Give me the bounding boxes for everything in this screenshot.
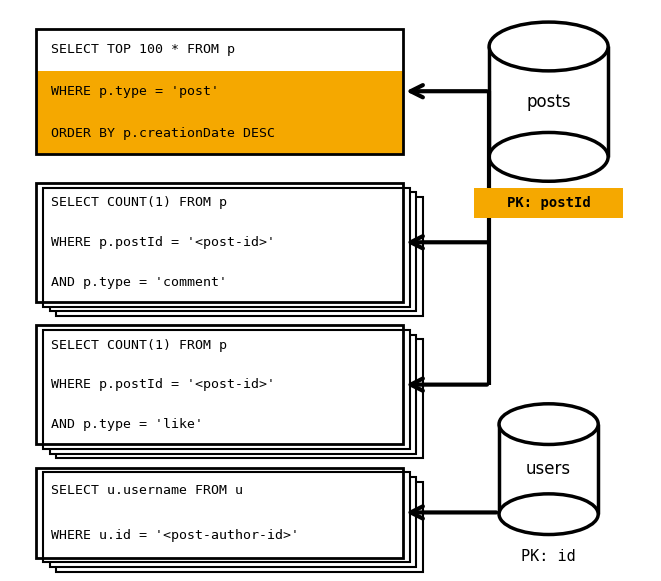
- Bar: [43, 188, 410, 307]
- Ellipse shape: [489, 22, 608, 71]
- Bar: [50, 335, 416, 454]
- Bar: [50, 477, 416, 567]
- Ellipse shape: [499, 494, 598, 535]
- Bar: [56, 197, 423, 316]
- Text: PK: id: PK: id: [522, 549, 576, 564]
- Text: SELECT COUNT(1) FROM p: SELECT COUNT(1) FROM p: [51, 196, 227, 209]
- Text: WHERE p.type = 'post': WHERE p.type = 'post': [51, 85, 219, 98]
- Bar: [36, 325, 403, 444]
- Bar: [489, 46, 608, 157]
- Text: posts: posts: [526, 93, 571, 110]
- Bar: [50, 192, 416, 311]
- Bar: [43, 472, 410, 562]
- Text: AND p.type = 'like': AND p.type = 'like': [51, 418, 203, 431]
- Bar: [499, 424, 598, 514]
- Text: SELECT COUNT(1) FROM p: SELECT COUNT(1) FROM p: [51, 339, 227, 352]
- Bar: [36, 112, 403, 154]
- Bar: [43, 330, 410, 449]
- Bar: [475, 188, 623, 218]
- Text: SELECT TOP 100 * FROM p: SELECT TOP 100 * FROM p: [51, 44, 235, 56]
- Text: users: users: [526, 460, 571, 478]
- Bar: [36, 29, 403, 154]
- Text: WHERE p.postId = '<post-id>': WHERE p.postId = '<post-id>': [51, 378, 275, 392]
- Text: WHERE p.postId = '<post-id>': WHERE p.postId = '<post-id>': [51, 236, 275, 249]
- Text: AND p.type = 'comment': AND p.type = 'comment': [51, 276, 227, 289]
- Ellipse shape: [489, 132, 608, 181]
- Text: PK: postId: PK: postId: [507, 196, 590, 210]
- Text: SELECT u.username FROM u: SELECT u.username FROM u: [51, 484, 243, 497]
- Bar: [56, 339, 423, 458]
- Text: WHERE u.id = '<post-author-id>': WHERE u.id = '<post-author-id>': [51, 529, 299, 541]
- Bar: [56, 482, 423, 572]
- Bar: [36, 183, 403, 302]
- Ellipse shape: [499, 404, 598, 444]
- Text: ORDER BY p.creationDate DESC: ORDER BY p.creationDate DESC: [51, 127, 275, 139]
- Bar: [36, 71, 403, 112]
- Bar: [36, 468, 403, 558]
